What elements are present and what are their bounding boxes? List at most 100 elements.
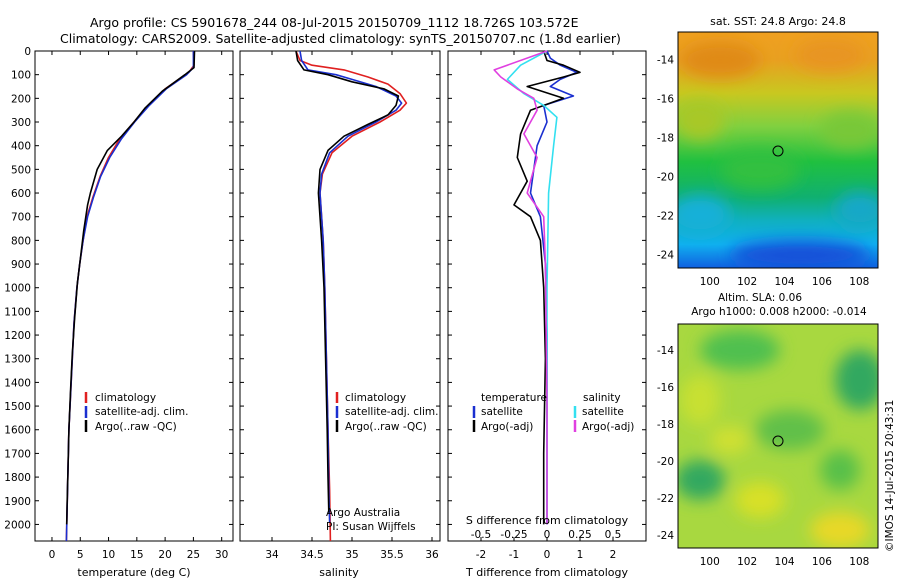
legend-climatology: climatology — [345, 392, 406, 404]
x-tick-label: 20 — [158, 549, 171, 561]
map-x-tick-label: 108 — [849, 276, 869, 288]
sst-map-field — [678, 32, 878, 268]
y-tick-label: 1000 — [4, 283, 31, 295]
y-tick-label: 0 — [24, 46, 31, 58]
series-s-argo-adj- — [493, 50, 548, 525]
header-line1: Argo profile: CS 5901678_244 08-Jul-2015… — [90, 15, 579, 30]
map-x-tick-label: 104 — [775, 556, 795, 568]
difference-xlabel: T difference from climatology — [465, 566, 628, 579]
sst-argo-location-marker — [772, 145, 784, 157]
legend-satellite: satellite-adj. clim. — [95, 406, 188, 418]
y-tick-label: 700 — [11, 212, 31, 224]
x-tick-label: 25 — [187, 549, 200, 561]
x-tick-label: 2 — [610, 549, 617, 561]
difference-xlabel-top: S difference from climatology — [466, 514, 629, 527]
sla-map-title-line1: Altim. SLA: 0.06 — [718, 292, 802, 304]
s-tick-label: 0.5 — [605, 529, 622, 541]
map-y-tick-label: -14 — [657, 345, 674, 357]
map-y-tick-label: -24 — [657, 530, 674, 542]
header-line2: Climatology: CARS2009. Satellite-adjuste… — [60, 31, 621, 46]
x-tick-label: 0 — [49, 549, 56, 561]
x-tick-label: 30 — [215, 549, 228, 561]
sla-map-field — [678, 324, 878, 548]
y-tick-label: 500 — [11, 164, 31, 176]
y-tick-label: 1100 — [4, 306, 31, 318]
temperature-legend: climatology satellite-adj. clim. Argo(..… — [84, 392, 188, 433]
annotation-line2: PI: Susan Wijffels — [326, 521, 416, 533]
y-tick-label: 300 — [11, 117, 31, 129]
x-tick-label: 1 — [577, 549, 584, 561]
y-tick-label: 1400 — [4, 377, 31, 389]
map-x-tick-label: 104 — [775, 276, 795, 288]
map-y-tick-label: -18 — [657, 132, 674, 144]
map-x-tick-label: 102 — [737, 276, 757, 288]
s-tick-label: -0.5 — [471, 529, 492, 541]
map-x-tick-label: 106 — [812, 276, 832, 288]
sla-argo-location-marker — [772, 435, 784, 447]
salinity-plot-frame — [239, 50, 441, 542]
y-tick-label: 1700 — [4, 448, 31, 460]
x-tick-label: 34 — [265, 549, 279, 561]
y-tick-label: 1200 — [4, 330, 31, 342]
map-y-tick-label: -22 — [657, 210, 674, 222]
series-climatology — [65, 50, 195, 542]
s-tick-label: 0 — [544, 529, 551, 541]
y-tick-label: 2000 — [4, 519, 31, 531]
sla-map-title-line2: Argo h1000: 0.008 h2000: -0.014 — [691, 306, 867, 318]
y-tick-label: 200 — [11, 93, 31, 105]
x-tick-label: 5 — [77, 549, 84, 561]
legend-t-satellite: satellite — [481, 406, 523, 418]
x-tick-label: -1 — [509, 549, 519, 561]
legend-climatology: climatology — [95, 392, 156, 404]
legend-salinity-heading: salinity — [583, 392, 621, 404]
series-s-satellite — [506, 50, 558, 525]
map-y-tick-label: -14 — [657, 54, 674, 66]
series-argo-raw-qc- — [65, 50, 196, 525]
legend-s-satellite: satellite — [582, 406, 624, 418]
temperature-plot-frame — [34, 50, 234, 542]
s-tick-label: 0.25 — [568, 529, 591, 541]
s-tick-label: -0.25 — [500, 529, 527, 541]
imos-timestamp: ©IMOS 14-Jul-2015 20:43:31 — [884, 400, 896, 552]
y-tick-label: 1300 — [4, 354, 31, 366]
salinity-legend: climatology satellite-adj. clim. Argo(..… — [326, 392, 438, 533]
y-tick-label: 800 — [11, 235, 31, 247]
legend-argo: Argo(..raw -QC) — [345, 421, 427, 433]
y-tick-label: 1600 — [4, 425, 31, 437]
sla-map-frame — [677, 323, 879, 549]
map-x-tick-label: 100 — [700, 276, 720, 288]
axes-group: 0100200300400500600700800900100011001200… — [4, 46, 869, 568]
temperature-xlabel: temperature (deg C) — [77, 566, 190, 579]
legend-s-argo: Argo(-adj) — [582, 421, 634, 433]
curves-group — [65, 50, 581, 542]
map-x-tick-label: 100 — [700, 556, 720, 568]
series-t-satellite — [529, 50, 578, 525]
series-satellite-adj-clim- — [65, 51, 195, 542]
x-tick-label: 36 — [425, 549, 439, 561]
x-tick-label: 10 — [102, 549, 115, 561]
x-tick-label: 35 — [345, 549, 358, 561]
salinity-xlabel: salinity — [319, 566, 359, 579]
legend-temperature-heading: temperature — [481, 392, 547, 404]
y-tick-label: 100 — [11, 70, 31, 82]
difference-legend: temperature satellite Argo(-adj) salinit… — [472, 392, 634, 433]
y-tick-label: 600 — [11, 188, 31, 200]
x-tick-label: 35.5 — [380, 549, 403, 561]
map-x-tick-label: 106 — [812, 556, 832, 568]
series-satellite-adj-clim- — [299, 50, 403, 523]
map-y-tick-label: -18 — [657, 419, 674, 431]
map-y-tick-label: -16 — [657, 382, 674, 394]
legend-t-argo: Argo(-adj) — [481, 421, 533, 433]
map-x-tick-label: 108 — [849, 556, 869, 568]
map-x-tick-label: 102 — [737, 556, 757, 568]
x-tick-label: 34.5 — [300, 549, 323, 561]
map-y-tick-label: -20 — [657, 456, 674, 468]
x-tick-label: 15 — [130, 549, 143, 561]
map-y-tick-label: -16 — [657, 93, 674, 105]
y-tick-label: 400 — [11, 141, 31, 153]
sst-map-title: sat. SST: 24.8 Argo: 24.8 — [710, 15, 846, 28]
legend-satellite: satellite-adj. clim. — [345, 406, 438, 418]
legend-argo: Argo(..raw -QC) — [95, 421, 177, 433]
